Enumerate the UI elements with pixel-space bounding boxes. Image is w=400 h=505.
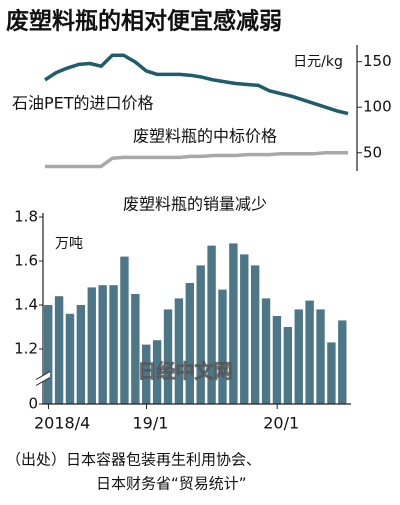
bar (327, 342, 336, 404)
bar (250, 265, 260, 404)
source: （出处）日本容器包装再生利用协会、 (6, 451, 261, 469)
chart-subtitle: 废塑料瓶的销量减少 (123, 195, 267, 214)
axis-break (35, 371, 51, 386)
watermark: 日经中文网 (137, 360, 232, 383)
bar (54, 296, 64, 404)
bar (44, 305, 53, 404)
bar (185, 283, 194, 404)
bar (229, 243, 238, 404)
bar (98, 285, 107, 404)
bar (305, 300, 314, 404)
bar (120, 256, 129, 404)
legend-label: 废塑料瓶的中标价格 (133, 127, 277, 146)
line-series (45, 151, 348, 169)
source: 日本财务省“贸易统计” (96, 475, 247, 493)
bar (152, 340, 162, 404)
y-tick-label: 1.6 (14, 252, 38, 270)
bar (261, 298, 271, 404)
bar (76, 305, 86, 404)
bar (131, 294, 140, 404)
legend-label: 石油PET的进口价格 (12, 94, 154, 113)
bar (218, 289, 227, 404)
bar (87, 287, 96, 404)
bar (283, 327, 293, 404)
bar (65, 313, 75, 404)
y-tick-label: 1.2 (14, 340, 38, 358)
bar (272, 316, 282, 404)
bar (142, 344, 151, 404)
bar (338, 320, 347, 404)
bar (316, 309, 325, 404)
y-tick-label: 1.8 (14, 208, 38, 226)
bar (240, 254, 249, 404)
y-tick-label: 1.4 (14, 296, 38, 314)
y-tick-label: 100 (363, 98, 392, 116)
y-axis-label: 日元/kg (293, 54, 343, 70)
x-tick-label: 19/1 (133, 414, 169, 433)
bar (294, 309, 303, 404)
bar (196, 265, 205, 404)
y-tick-label: 50 (363, 143, 382, 161)
line-series (44, 53, 349, 116)
y-axis-label: 万吨 (55, 236, 83, 252)
bar (163, 309, 173, 404)
x-tick-label: 2018/4 (34, 414, 90, 433)
chart-title: 废塑料瓶的相对便宜感减弱 (6, 8, 282, 35)
x-tick-label: 20/1 (263, 414, 299, 433)
y-tick-label: 0 (28, 395, 38, 413)
bar (109, 285, 118, 404)
bar (207, 245, 216, 404)
bar (174, 298, 184, 404)
axis-break (36, 371, 50, 386)
y-tick-label: 150 (363, 52, 392, 70)
